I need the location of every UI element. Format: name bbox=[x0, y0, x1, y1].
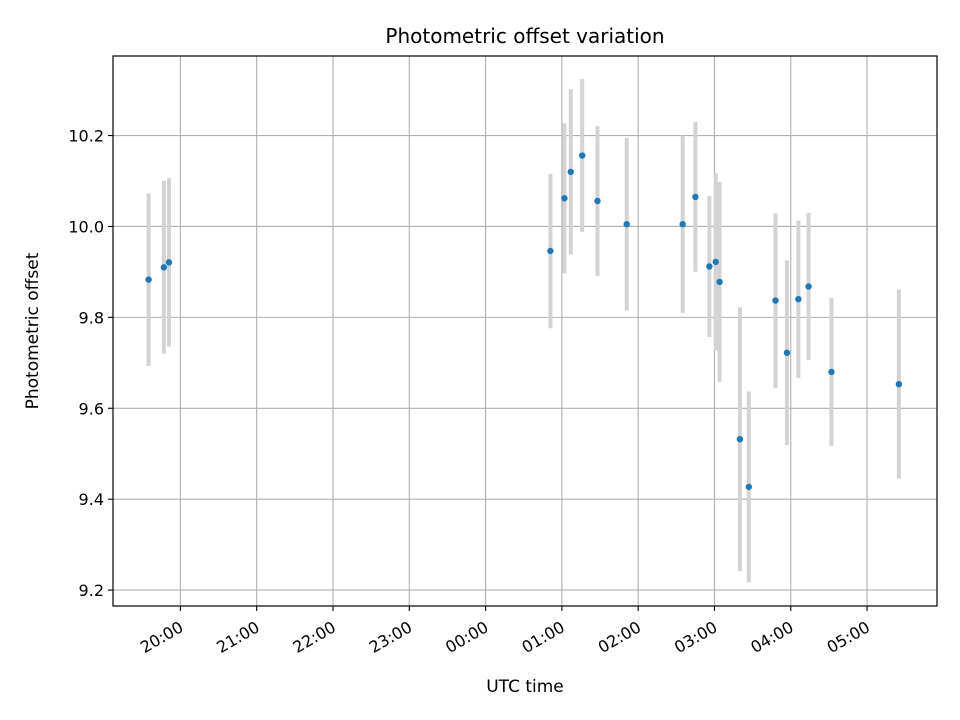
y-tick-label: 9.6 bbox=[79, 399, 104, 418]
data-point bbox=[561, 195, 568, 202]
data-point bbox=[706, 263, 713, 270]
data-point bbox=[795, 295, 802, 303]
data-points bbox=[145, 152, 903, 491]
data-point bbox=[145, 276, 152, 283]
y-axis-ticks: 9.2 9.4 9.6 9.8 10.0 10.2 bbox=[68, 127, 113, 600]
data-point bbox=[547, 247, 554, 255]
data-point bbox=[567, 168, 574, 176]
data-point bbox=[805, 283, 812, 290]
data-point bbox=[579, 152, 586, 159]
data-point bbox=[623, 220, 630, 228]
y-tick-label: 9.2 bbox=[79, 581, 104, 600]
plot-frame bbox=[112, 55, 938, 607]
data-point bbox=[712, 258, 719, 266]
data-point bbox=[745, 483, 753, 491]
data-point bbox=[736, 435, 744, 443]
data-point bbox=[160, 264, 168, 271]
y-tick-label: 9.8 bbox=[79, 308, 104, 327]
x-axis-label: UTC time bbox=[486, 677, 564, 697]
y-tick-label: 10.2 bbox=[68, 127, 104, 146]
data-point bbox=[716, 278, 723, 286]
data-point bbox=[783, 349, 791, 357]
data-point bbox=[692, 193, 699, 201]
data-point bbox=[165, 259, 173, 266]
y-tick-label: 9.4 bbox=[79, 490, 104, 509]
data-point bbox=[772, 297, 779, 304]
y-axis-label: Photometric offset bbox=[23, 252, 43, 409]
chart-title: Photometric offset variation bbox=[385, 24, 664, 48]
data-point bbox=[895, 380, 903, 388]
data-point bbox=[828, 368, 835, 376]
y-tick-label: 10.0 bbox=[68, 217, 104, 236]
data-point bbox=[594, 197, 601, 205]
data-point bbox=[679, 220, 686, 228]
